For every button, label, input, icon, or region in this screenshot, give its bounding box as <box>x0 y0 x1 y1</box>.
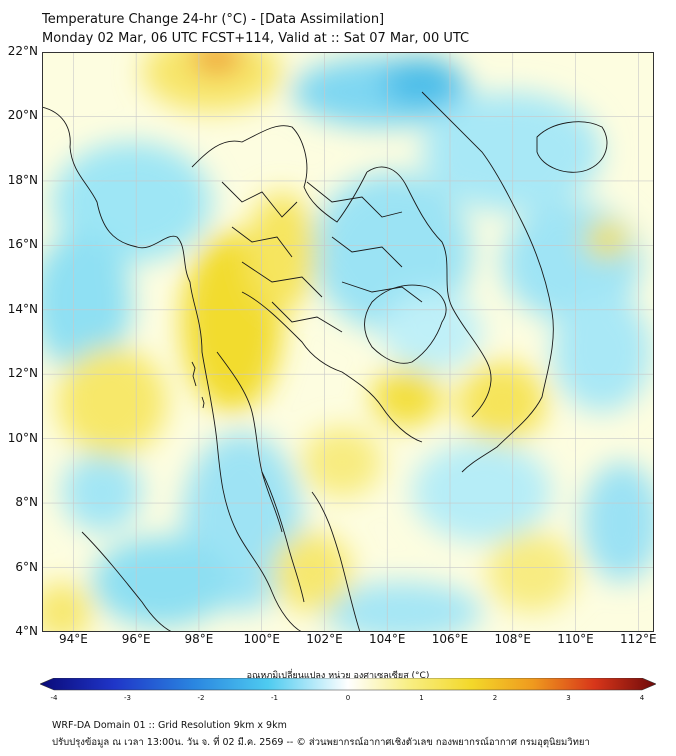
lat-label: 8°N <box>15 495 38 510</box>
lat-label: 10°N <box>7 430 38 445</box>
lon-label: 100°E <box>243 632 280 646</box>
colorbar-tick: 4 <box>639 694 645 702</box>
lon-label: 94°E <box>58 632 88 646</box>
lat-label: 22°N <box>7 44 38 58</box>
lon-label: 106°E <box>431 632 469 646</box>
lon-label: 102°E <box>306 632 343 646</box>
colorbar-title: อุณหภูมิเปลี่ยนแปลง หน่วย องศาเซลเซียส (… <box>246 671 430 681</box>
lat-label: 16°N <box>7 237 38 252</box>
temperature-field <box>42 52 654 632</box>
lat-label: 12°N <box>7 366 38 381</box>
lat-label: 14°N <box>7 301 38 316</box>
colorbar-tick: 1 <box>419 694 424 702</box>
lon-label: 112°E <box>620 632 657 646</box>
colorbar-tick: -1 <box>271 694 278 702</box>
lon-label: 104°E <box>368 632 406 646</box>
model-info: WRF-DA Domain 01 :: Grid Resolution 9km … <box>52 720 287 731</box>
colorbar-tick: -4 <box>50 694 58 702</box>
graticule <box>42 52 654 632</box>
lon-label: 96°E <box>121 632 151 646</box>
colorbar-tick: 0 <box>345 694 351 702</box>
coastlines-and-borders <box>42 91 608 632</box>
colorbar <box>40 678 656 691</box>
lat-label: 20°N <box>7 108 38 123</box>
lat-label: 4°N <box>15 624 38 638</box>
lat-label: 18°N <box>7 172 38 187</box>
colorbar-tick: -2 <box>197 694 205 702</box>
lon-label: 108°E <box>494 632 532 646</box>
lon-label: 110°E <box>557 632 594 646</box>
lon-label: 98°E <box>184 632 214 646</box>
credit-line: ปรับปรุงข้อมูล ณ เวลา 13:00น. วัน จ. ที่… <box>52 737 590 748</box>
chart-title: Temperature Change 24-hr (°C) - [Data As… <box>42 12 385 27</box>
temperature-change-map <box>42 52 654 632</box>
colorbar-tick: 3 <box>566 694 571 702</box>
colorbar-tick: -3 <box>124 694 131 702</box>
colorbar-tick: 2 <box>492 694 498 702</box>
lat-label: 6°N <box>15 559 38 574</box>
forecast-subtitle: Monday 02 Mar, 06 UTC FCST+114, Valid at… <box>42 31 470 46</box>
